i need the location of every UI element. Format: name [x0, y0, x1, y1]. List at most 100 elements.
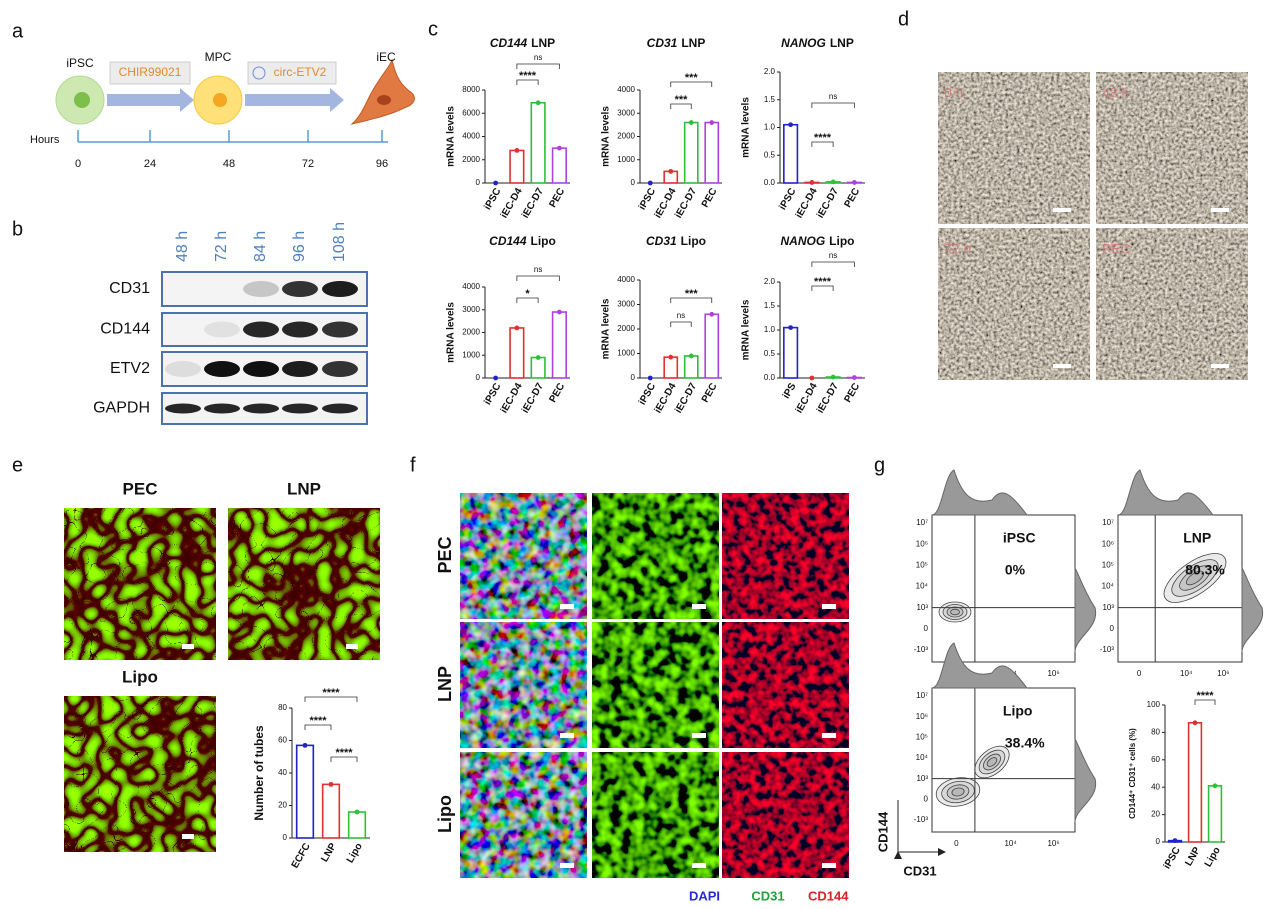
- phase-image: [938, 72, 1090, 224]
- image-title: Lipo: [122, 667, 158, 686]
- stage-label: iEC: [376, 50, 396, 64]
- flow-y-tick: -10³: [914, 645, 929, 654]
- scale-bar: [822, 604, 836, 609]
- cell-nucleus: [213, 93, 227, 107]
- panel-letter: c: [428, 18, 438, 40]
- blot-band: [243, 321, 279, 338]
- bar: [530, 356, 546, 379]
- x-tick-label: iPSC: [1162, 845, 1183, 871]
- flow-y-tick: 0: [924, 794, 929, 803]
- timeline-tick-label: 72: [302, 158, 314, 170]
- y-tick-label: 4000: [617, 275, 635, 284]
- blot-band: [282, 403, 318, 414]
- blot-band: [322, 403, 358, 414]
- bar-top: [493, 375, 499, 381]
- x-tick-label: LNP: [1183, 845, 1203, 868]
- scale-bar: [822, 863, 836, 868]
- scale-bar: [560, 733, 574, 738]
- y-tick-label: 1.0: [764, 123, 776, 132]
- panel-letter: a: [12, 20, 24, 42]
- flow-y-tick: 10³: [1102, 603, 1114, 612]
- significance-label: ****: [814, 276, 832, 288]
- significance-label: ns: [829, 251, 837, 260]
- bar-top: [668, 354, 674, 360]
- y-tick-label: 3000: [617, 300, 635, 309]
- bar: [1187, 722, 1203, 843]
- bar-top: [556, 309, 562, 315]
- y-tick-label: 1.5: [764, 301, 776, 310]
- flow-x-tick: 10⁶: [1217, 669, 1229, 678]
- fluorescence-image: [460, 493, 587, 619]
- blot-band: [282, 361, 318, 377]
- scale-bar: [1211, 364, 1229, 368]
- significance-bracket: [811, 285, 834, 291]
- histogram: [1241, 567, 1264, 653]
- contour: [951, 787, 965, 797]
- flow-y-tick: -10³: [914, 815, 929, 824]
- stage-label: MPC: [205, 50, 232, 64]
- image-title: LNP: [287, 479, 321, 498]
- significance-label: ns: [677, 311, 685, 320]
- stage-label: iPSC: [66, 56, 94, 70]
- histogram: [931, 469, 1029, 516]
- y-tick-label: 80: [278, 703, 287, 712]
- significance-bracket: [516, 63, 560, 69]
- lane-label: 72 h: [213, 231, 230, 262]
- title-method: Lipo: [531, 234, 556, 248]
- bar-top: [709, 120, 715, 125]
- cell-nucleus: [74, 92, 90, 108]
- y-tick-label: 0.5: [764, 150, 776, 159]
- y-tick-label: 1.0: [764, 325, 776, 334]
- rna-icon: [252, 66, 266, 80]
- y-tick-label: 20: [1151, 810, 1160, 819]
- y-tick-label: 0: [1156, 837, 1161, 846]
- scale-bar: [1053, 364, 1071, 368]
- flow-y-tick: 10⁶: [916, 539, 928, 548]
- panel-letter: e: [12, 454, 23, 476]
- flow-y-tick: 10⁷: [1102, 518, 1114, 527]
- scale-bar: [822, 733, 836, 738]
- step-box: [247, 61, 337, 85]
- plot-label: LNP: [1183, 530, 1211, 546]
- y-tick-label: 0: [631, 178, 636, 187]
- flow-y-tick: 10⁷: [916, 518, 928, 527]
- flow-x-tick: 10⁴: [1004, 839, 1017, 848]
- y-tick-label: 0: [631, 373, 636, 382]
- blot-band: [322, 321, 358, 338]
- y-tick-label: 4000: [462, 282, 480, 291]
- bar-top: [647, 180, 653, 186]
- significance-label: ***: [675, 94, 689, 106]
- x-tick-label: iPSC: [637, 381, 658, 407]
- scale-bar: [346, 644, 358, 649]
- channel-label: DAPI: [689, 888, 720, 903]
- x-tick-label: PEC: [842, 381, 862, 404]
- chart-title: CD144 Lipo: [489, 234, 556, 248]
- bar: [509, 327, 525, 379]
- y-tick-label: 60: [1151, 755, 1160, 764]
- bar-top: [328, 781, 334, 787]
- significance-bracket: [304, 696, 358, 702]
- y-tick-label: 2.0: [764, 67, 776, 76]
- bar: [704, 121, 720, 184]
- significance-bracket: [516, 79, 539, 85]
- bar: [347, 811, 367, 839]
- blot-band: [322, 361, 358, 377]
- scale-bar: [182, 834, 194, 839]
- bar-top: [809, 180, 815, 185]
- histogram: [931, 642, 1029, 689]
- significance-bracket: [330, 756, 358, 762]
- fluorescence-image: [722, 493, 849, 619]
- y-tick-label: 0.0: [764, 373, 776, 382]
- y-tick-label: 2.0: [764, 277, 776, 286]
- scale-bar: [1053, 208, 1071, 212]
- flow-y-tick: 10⁴: [916, 582, 929, 591]
- contour: [978, 749, 1006, 775]
- fluorescence-image: [592, 622, 719, 748]
- x-tick-label: PEC: [700, 186, 720, 209]
- blot-band: [204, 321, 240, 338]
- channel-label: CD144: [808, 888, 849, 903]
- y-axis-label: mRNA levels: [601, 106, 612, 167]
- bar-top: [830, 374, 836, 380]
- flow-x-tick: 0: [954, 839, 959, 848]
